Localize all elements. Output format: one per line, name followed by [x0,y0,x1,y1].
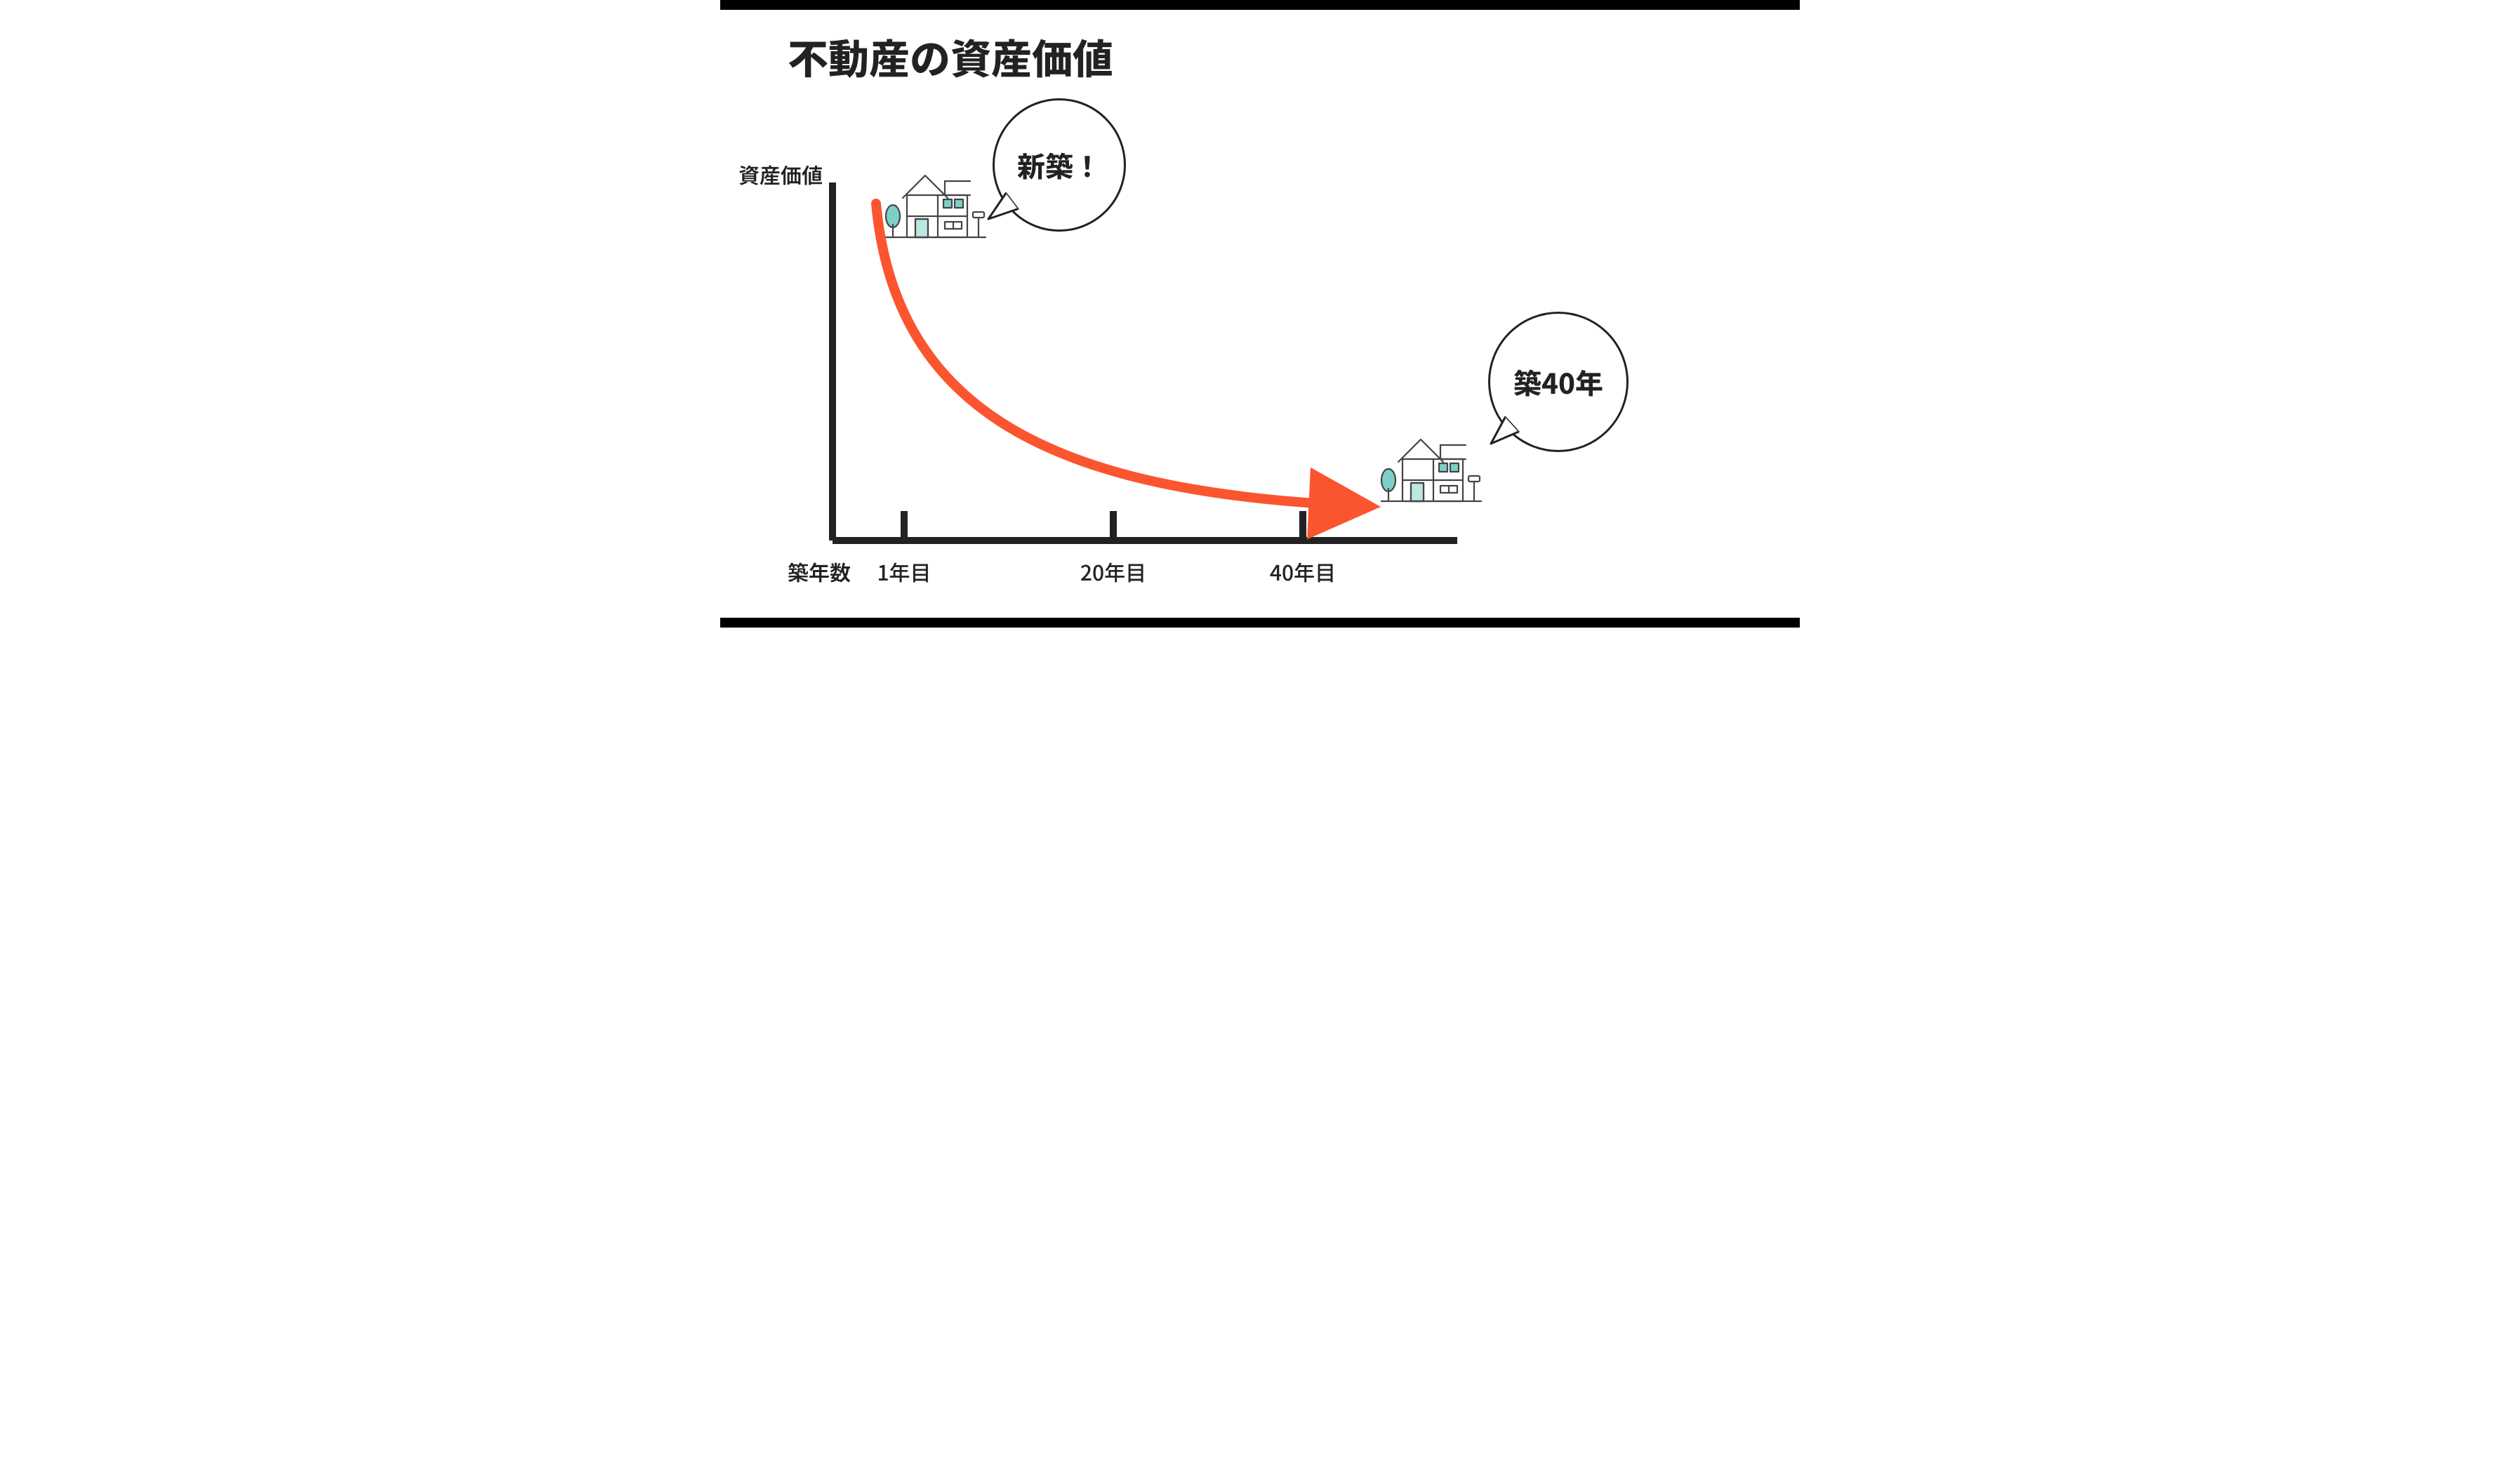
x-axis-label: 築年数 [788,556,851,587]
slide-title: 不動産の資産価値 [788,27,1113,86]
house-icon-old [1379,430,1484,510]
x-tick-label-3: 40年目 [1261,556,1345,587]
letterbox-bottom [720,618,1800,628]
y-axis-label: 資産価値 [738,159,823,190]
speech-bubble-new-text: 新築！ [1017,145,1101,185]
letterbox-top [720,0,1800,10]
house-icon-new [883,166,988,246]
speech-bubble-old-text: 築40年 [1513,362,1603,402]
chart-svg [720,0,1800,628]
x-tick-label-2: 20年目 [1071,556,1155,587]
speech-bubble-old: 築40年 [1488,312,1629,452]
slide-frame: 不動産の資産価値 資産価値 築年数 1年目 20年目 40年目 新築！ 築40年 [720,0,1800,628]
speech-bubble-new: 新築！ [993,98,1126,232]
x-tick-label-1: 1年目 [862,556,946,587]
